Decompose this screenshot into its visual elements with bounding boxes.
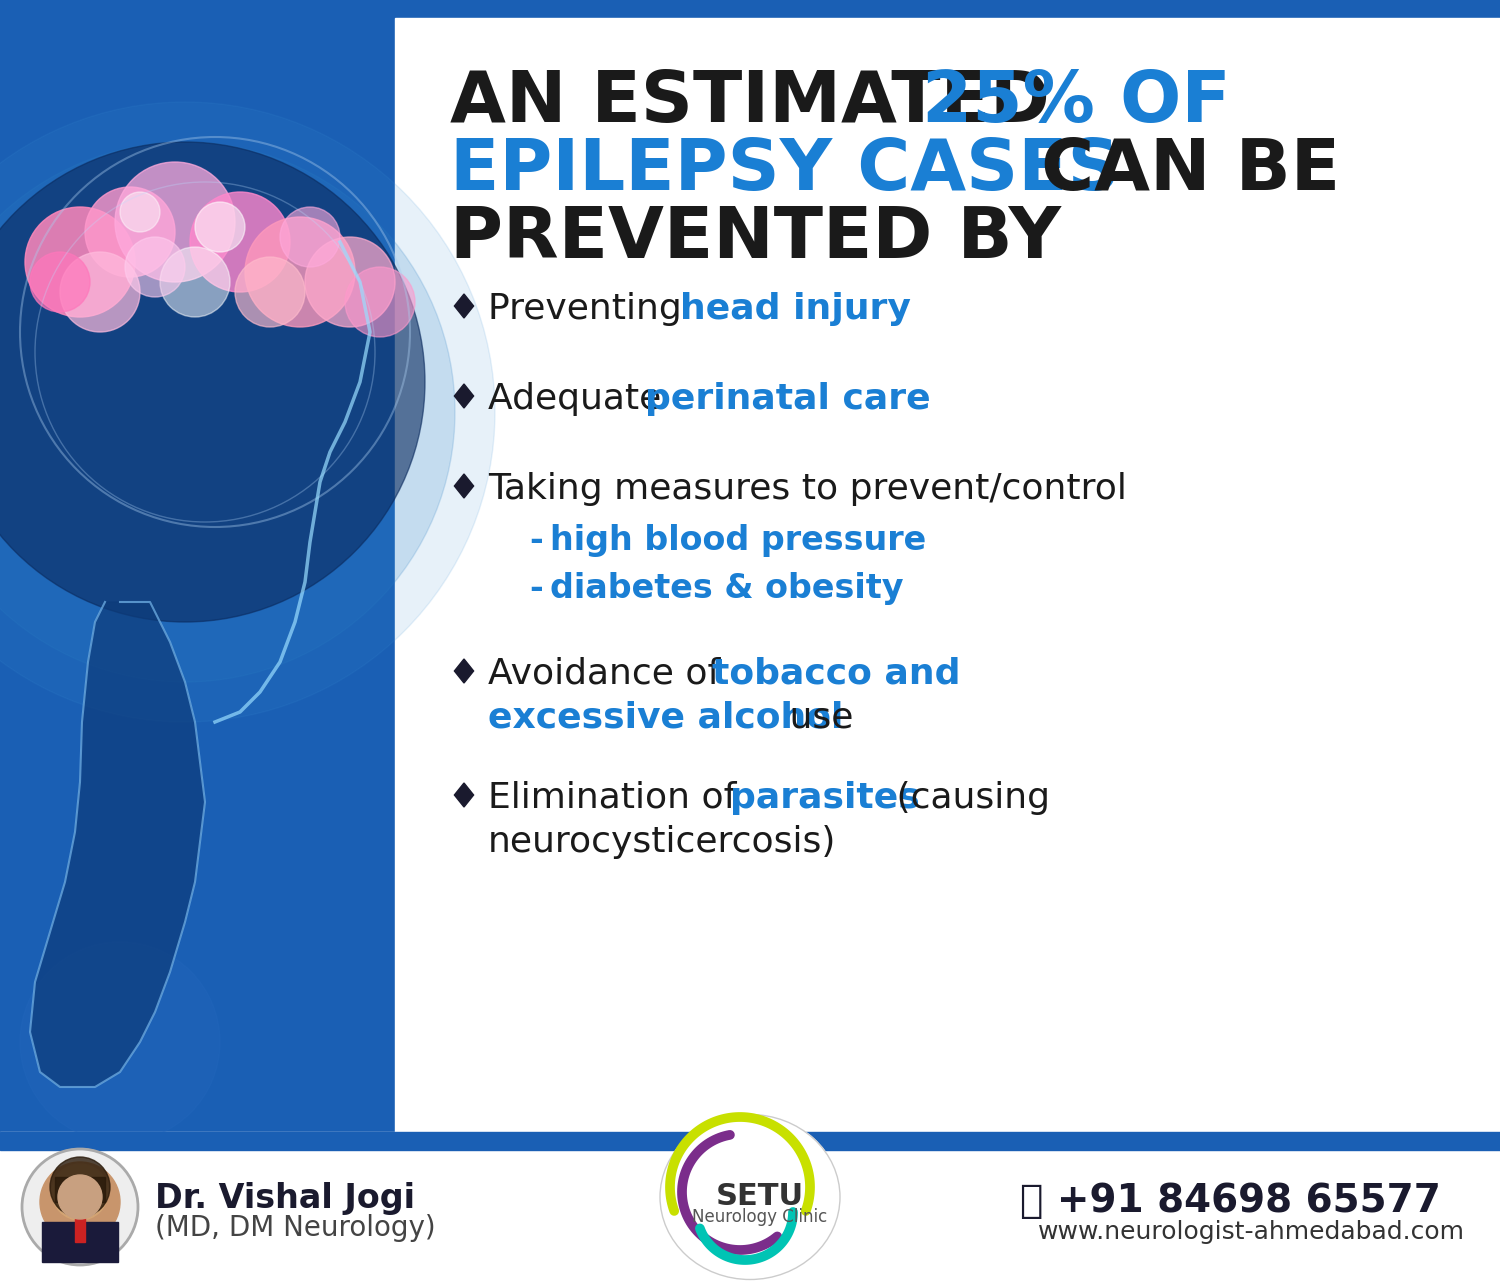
Text: neurocysticercosis): neurocysticercosis) [488,826,837,859]
Text: PREVENTED BY: PREVENTED BY [450,204,1060,273]
Circle shape [40,1161,120,1242]
Text: EPILEPSY CASES: EPILEPSY CASES [450,136,1119,205]
Circle shape [244,217,356,327]
Polygon shape [454,294,474,318]
Text: -: - [530,572,555,605]
Circle shape [120,192,160,232]
Circle shape [124,237,184,297]
Text: -: - [530,524,555,556]
Bar [394,18,1500,1132]
Text: (causing: (causing [885,781,1050,815]
Bar [0,0,420,1132]
Polygon shape [454,659,474,683]
Circle shape [26,206,135,317]
Text: www.neurologist-ahmedabad.com: www.neurologist-ahmedabad.com [1038,1220,1466,1244]
Circle shape [0,103,495,722]
Circle shape [190,192,290,292]
Circle shape [116,162,236,282]
Text: excessive alcohol: excessive alcohol [488,701,843,735]
Bar [0,1132,1500,1282]
Text: Ⓢ +91 84698 65577: Ⓢ +91 84698 65577 [1020,1182,1442,1220]
Circle shape [0,142,454,682]
Text: tobacco and: tobacco and [712,656,960,691]
Bar [0,0,1500,18]
Circle shape [60,253,140,332]
Text: Taking measures to prevent/control: Taking measures to prevent/control [488,472,1126,506]
Text: Dr. Vishal Jogi: Dr. Vishal Jogi [154,1182,416,1215]
Circle shape [53,1164,108,1220]
Circle shape [22,1149,138,1265]
Polygon shape [454,474,474,497]
Bar [42,1222,118,1261]
Text: CAN BE: CAN BE [1016,136,1340,205]
Bar [0,1132,1500,1150]
Text: perinatal care: perinatal care [645,382,930,415]
Circle shape [304,237,394,327]
Text: Preventing: Preventing [488,292,693,326]
Text: Elimination of: Elimination of [488,781,748,815]
Text: diabetes & obesity: diabetes & obesity [550,572,903,605]
Circle shape [160,247,230,317]
Text: Adequate: Adequate [488,382,672,415]
Circle shape [58,1176,102,1219]
Ellipse shape [660,1114,840,1279]
Circle shape [195,203,244,253]
Circle shape [0,142,424,622]
Circle shape [236,256,304,327]
Text: 25% OF: 25% OF [922,68,1230,137]
Text: high blood pressure: high blood pressure [550,524,926,556]
Circle shape [280,206,340,267]
Text: parasites: parasites [730,781,920,815]
Circle shape [345,267,416,337]
Circle shape [50,1156,110,1217]
Bar [75,1217,86,1242]
Circle shape [30,253,90,312]
Text: SETU: SETU [716,1182,804,1211]
Circle shape [20,942,220,1142]
Polygon shape [454,385,474,408]
Polygon shape [0,0,840,1282]
Polygon shape [30,603,206,1087]
Text: Avoidance of: Avoidance of [488,656,732,691]
Circle shape [40,842,300,1103]
Text: (MD, DM Neurology): (MD, DM Neurology) [154,1214,435,1242]
Text: AN ESTIMATED: AN ESTIMATED [450,68,1076,137]
Text: head injury: head injury [680,292,910,326]
Circle shape [86,187,176,277]
Text: Neurology Clinic: Neurology Clinic [693,1208,828,1226]
Text: use: use [778,701,853,735]
Polygon shape [454,783,474,806]
Bar [56,1177,105,1203]
